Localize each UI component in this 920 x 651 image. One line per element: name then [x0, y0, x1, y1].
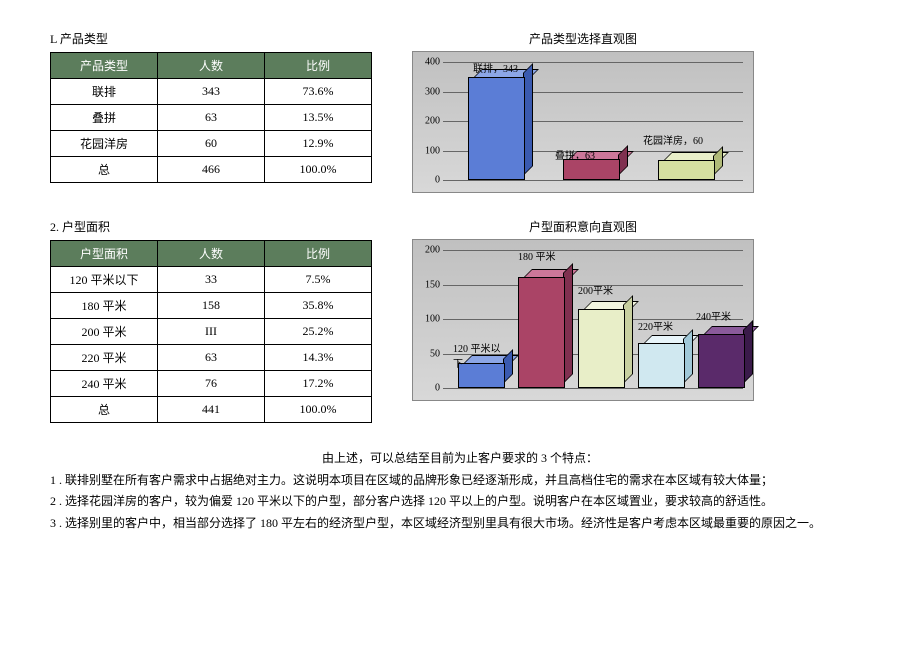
- table-cell: 总: [51, 157, 158, 183]
- table1-block: L 产品类型 产品类型人数比例 联排34373.6%叠拼6313.5%花园洋房6…: [50, 30, 372, 183]
- bar-label: 180 平米: [518, 248, 556, 263]
- bar-label: 花园洋房，60: [643, 132, 703, 147]
- analysis-intro: 由上述，可以总结至目前为止客户要求的 3 个特点：: [50, 448, 870, 470]
- y-axis-label: 50: [415, 348, 440, 359]
- table-row: 200 平米III25.2%: [51, 319, 372, 345]
- table-cell: 25.2%: [265, 319, 372, 345]
- table-row: 120 平米以下337.5%: [51, 267, 372, 293]
- y-axis-label: 200: [415, 245, 440, 256]
- y-axis-label: 100: [415, 145, 440, 156]
- table-row: 总441100.0%: [51, 397, 372, 423]
- table-cell: 7.5%: [265, 267, 372, 293]
- table-header: 人数: [158, 53, 265, 79]
- table-cell: 13.5%: [265, 105, 372, 131]
- table-cell: 花园洋房: [51, 131, 158, 157]
- table-cell: 叠拼: [51, 105, 158, 131]
- y-axis-label: 100: [415, 314, 440, 325]
- bar-label: 120 平米以下: [453, 340, 501, 370]
- section1-title: L 产品类型: [50, 30, 372, 47]
- grid-line: [443, 250, 743, 251]
- table-row: 总466100.0%: [51, 157, 372, 183]
- chart2-canvas: 0 50 100 150 200 120 平米以下 180 平米 200平米 220平米 240平…: [412, 239, 754, 401]
- table-cell: 73.6%: [265, 79, 372, 105]
- table-cell: 17.2%: [265, 371, 372, 397]
- chart1-title: 产品类型选择直观图: [412, 30, 754, 47]
- grid-line: [443, 388, 743, 389]
- table-cell: 120 平米以下: [51, 267, 158, 293]
- table-cell: 60: [158, 131, 265, 157]
- table-cell: 441: [158, 397, 265, 423]
- table-cell: 总: [51, 397, 158, 423]
- table-cell: 14.3%: [265, 345, 372, 371]
- table-cell: 343: [158, 79, 265, 105]
- table-cell: 220 平米: [51, 345, 158, 371]
- chart2-block: 户型面积意向直观图 0 50 100 150 200 120 平米以下 180 平米 200平…: [412, 218, 754, 401]
- chart-bar: [698, 328, 751, 388]
- chart-bar: [658, 154, 721, 180]
- analysis-point: 2 . 选择花园洋房的客户，较为偏爱 120 平米以下的户型，部分客户选择 12…: [50, 491, 870, 513]
- table-cell: 63: [158, 105, 265, 131]
- table-cell: 240 平米: [51, 371, 158, 397]
- y-axis-label: 300: [415, 86, 440, 97]
- table-cell: 100.0%: [265, 157, 372, 183]
- chart-bar: [638, 337, 691, 388]
- table-row: 240 平米7617.2%: [51, 371, 372, 397]
- table-cell: 33: [158, 267, 265, 293]
- bar-label: 联排，343: [473, 60, 518, 75]
- y-axis-label: 150: [415, 279, 440, 290]
- chart1-block: 产品类型选择直观图 0 100 200 300 400 联排，343 叠拼，63 花园洋房，6…: [412, 30, 754, 193]
- table-cell: 12.9%: [265, 131, 372, 157]
- section2-title: 2. 户型面积: [50, 218, 372, 235]
- bar-label: 叠拼，63: [555, 147, 595, 162]
- chart1-canvas: 0 100 200 300 400 联排，343 叠拼，63 花园洋房，60: [412, 51, 754, 193]
- table-cell: 35.8%: [265, 293, 372, 319]
- chart-bar: [578, 303, 631, 388]
- table-header: 户型面积: [51, 241, 158, 267]
- table-cell: 63: [158, 345, 265, 371]
- table-cell: 76: [158, 371, 265, 397]
- table-row: 联排34373.6%: [51, 79, 372, 105]
- table-cell: 100.0%: [265, 397, 372, 423]
- section-product-type: L 产品类型 产品类型人数比例 联排34373.6%叠拼6313.5%花园洋房6…: [50, 30, 870, 193]
- table-product-type: 产品类型人数比例 联排34373.6%叠拼6313.5%花园洋房6012.9%总…: [50, 52, 372, 183]
- table2-block: 2. 户型面积 户型面积人数比例 120 平米以下337.5%180 平米158…: [50, 218, 372, 423]
- table-cell: 联排: [51, 79, 158, 105]
- analysis-text: 由上述，可以总结至目前为止客户要求的 3 个特点： 1 . 联排别墅在所有客户需…: [50, 448, 870, 534]
- y-axis-label: 400: [415, 57, 440, 68]
- table-row: 220 平米6314.3%: [51, 345, 372, 371]
- bar-label: 220平米: [638, 318, 673, 333]
- table-cell: 200 平米: [51, 319, 158, 345]
- table-header: 比例: [265, 241, 372, 267]
- table-row: 叠拼6313.5%: [51, 105, 372, 131]
- chart-bar: [518, 271, 571, 388]
- grid-line: [443, 180, 743, 181]
- table-cell: III: [158, 319, 265, 345]
- analysis-point: 3 . 选择别里的客户中，相当部分选择了 180 平左右的经济型户型，本区域经济…: [50, 513, 870, 535]
- table-row: 180 平米15835.8%: [51, 293, 372, 319]
- table-cell: 466: [158, 157, 265, 183]
- table-header: 人数: [158, 241, 265, 267]
- table-area: 户型面积人数比例 120 平米以下337.5%180 平米15835.8%200…: [50, 240, 372, 423]
- section-area: 2. 户型面积 户型面积人数比例 120 平米以下337.5%180 平米158…: [50, 218, 870, 423]
- y-axis-label: 0: [415, 383, 440, 394]
- y-axis-label: 200: [415, 116, 440, 127]
- table-cell: 180 平米: [51, 293, 158, 319]
- chart-bar: [468, 71, 531, 180]
- y-axis-label: 0: [415, 175, 440, 186]
- chart2-title: 户型面积意向直观图: [412, 218, 754, 235]
- analysis-point: 1 . 联排别墅在所有客户需求中占据绝对主力。这说明本项目在区域的品牌形象已经逐…: [50, 470, 870, 492]
- table-row: 花园洋房6012.9%: [51, 131, 372, 157]
- table-header: 比例: [265, 53, 372, 79]
- table-cell: 158: [158, 293, 265, 319]
- bar-label: 240平米: [696, 308, 731, 323]
- table-header: 产品类型: [51, 53, 158, 79]
- bar-label: 200平米: [578, 282, 613, 297]
